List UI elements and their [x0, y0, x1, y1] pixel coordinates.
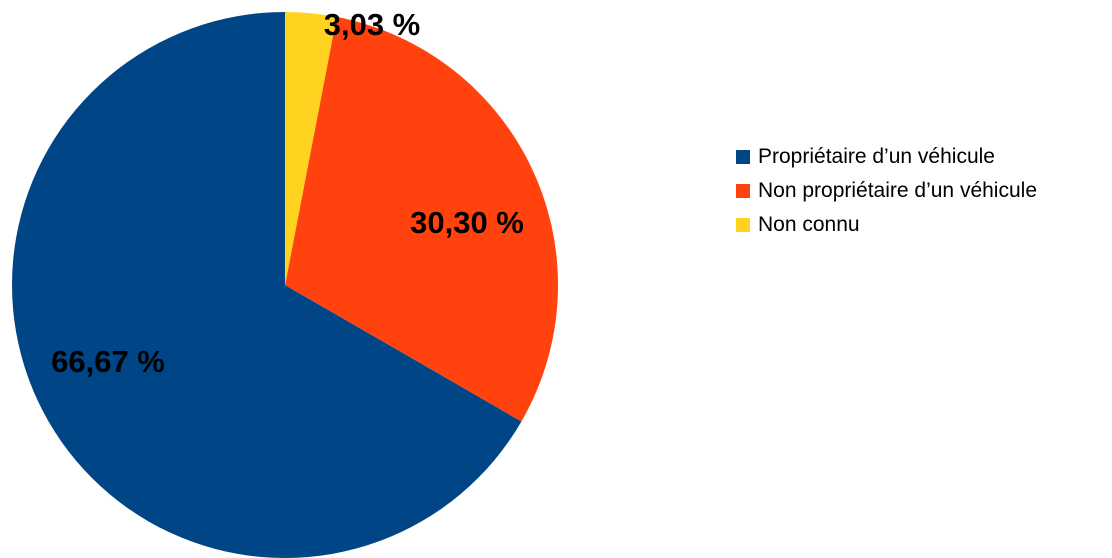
legend-item-non-connu: Non connu: [736, 212, 1112, 238]
pie-slice-proprietaire: [11, 11, 522, 558]
legend-label-non-proprietaire: Non propriétaire d’un véhicule: [758, 179, 1037, 202]
pie-data-labels: 66,67 % 30,30 % 3,03 %: [51, 7, 524, 379]
legend-item-proprietaire: Propriétaire d’un véhicule: [736, 144, 1112, 170]
legend-swatch-proprietaire: [736, 150, 750, 164]
data-label-proprietaire: 66,67 %: [51, 344, 165, 379]
pie-slice-non-connu: [285, 11, 337, 285]
pie-slices: [11, 11, 558, 558]
legend-swatch-non-proprietaire: [736, 184, 750, 198]
legend-item-non-proprietaire: Non propriétaire d’un véhicule: [736, 178, 1112, 204]
legend-label-proprietaire: Propriétaire d’un véhicule: [758, 145, 995, 168]
data-label-non-connu: 3,03 %: [324, 7, 421, 42]
chart-legend: Propriétaire d’un véhicule Non propriéta…: [736, 144, 1112, 246]
legend-swatch-non-connu: [736, 218, 750, 232]
pie-slice-non-proprietaire: [285, 16, 558, 422]
data-label-non-proprietaire: 30,30 %: [410, 205, 524, 240]
legend-label-non-connu: Non connu: [758, 213, 860, 236]
